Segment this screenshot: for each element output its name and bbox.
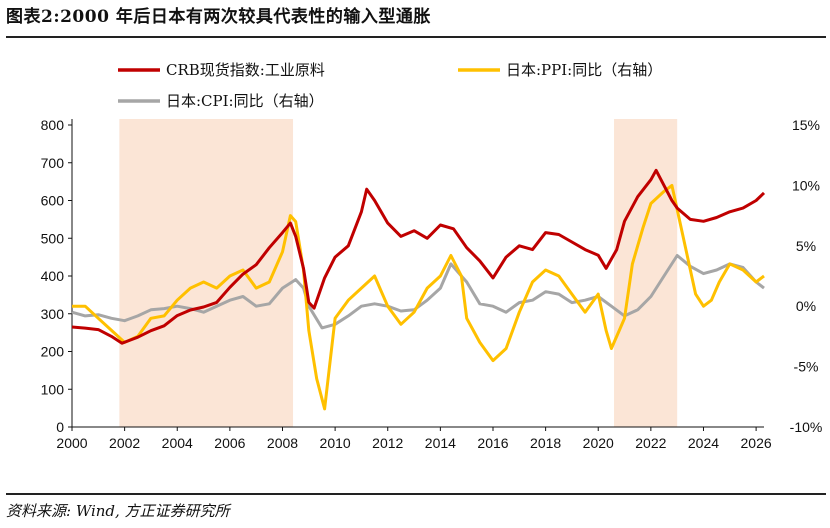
legend-label-3: 日本:CPI:同比（右轴） bbox=[166, 92, 324, 110]
x-tick-label: 2022 bbox=[635, 435, 666, 451]
x-tick-label: 2020 bbox=[583, 435, 614, 451]
left-tick-label: 600 bbox=[41, 193, 65, 209]
series-line-2 bbox=[72, 183, 765, 411]
series-line-1 bbox=[71, 168, 766, 345]
chart-title: 图表2:2000 年后日本有两次较具代表性的输入型通胀 bbox=[6, 7, 431, 27]
left-tick-label: 800 bbox=[41, 117, 65, 133]
x-tick-label: 2012 bbox=[372, 435, 403, 451]
left-tick-label: 300 bbox=[41, 306, 65, 322]
x-tick-label: 2024 bbox=[688, 435, 719, 451]
x-tick-label: 2010 bbox=[320, 435, 351, 451]
left-tick-label: 400 bbox=[41, 268, 65, 284]
left-tick-label: 0 bbox=[56, 419, 64, 435]
shaded-period-1 bbox=[119, 119, 294, 427]
axes: 0 100 200 300 400 500 600 700 800 15% 10% 5% 0% -5% -1… bbox=[41, 117, 823, 451]
left-tick-label: 200 bbox=[41, 344, 65, 360]
series-lines bbox=[71, 168, 766, 411]
source-rule bbox=[6, 493, 826, 495]
x-tick-label: 2000 bbox=[56, 435, 87, 451]
x-tick-label: 2004 bbox=[162, 435, 193, 451]
x-tick-label: 2014 bbox=[425, 435, 456, 451]
x-tick-label: 2008 bbox=[267, 435, 298, 451]
left-tick-label: 500 bbox=[41, 230, 65, 246]
right-tick-label: 15% bbox=[792, 117, 820, 133]
right-tick-label: -10% bbox=[790, 419, 823, 435]
legend-label-2: 日本:PPI:同比（右轴） bbox=[506, 61, 662, 79]
x-tick-label: 2006 bbox=[214, 435, 245, 451]
legend: CRB现货指数:工业原料 日本:PPI:同比（右轴） 日本:CPI:同比（右轴） bbox=[118, 61, 662, 110]
legend-label-1: CRB现货指数:工业原料 bbox=[166, 61, 325, 79]
x-tick-label: 2016 bbox=[477, 435, 508, 451]
left-tick-label: 700 bbox=[41, 155, 65, 171]
x-tick-label: 2026 bbox=[741, 435, 772, 451]
source-note: 资料来源: Wind, 方正证券研究所 bbox=[6, 502, 230, 520]
x-tick-label: 2002 bbox=[109, 435, 140, 451]
right-tick-label: 0% bbox=[796, 298, 816, 314]
x-tick-label: 2018 bbox=[530, 435, 561, 451]
shaded-periods bbox=[119, 119, 678, 427]
right-tick-label: -5% bbox=[794, 359, 819, 375]
right-tick-label: 10% bbox=[792, 177, 820, 193]
left-tick-label: 100 bbox=[41, 381, 65, 397]
right-tick-label: 5% bbox=[796, 238, 816, 254]
title-rule bbox=[6, 36, 826, 38]
